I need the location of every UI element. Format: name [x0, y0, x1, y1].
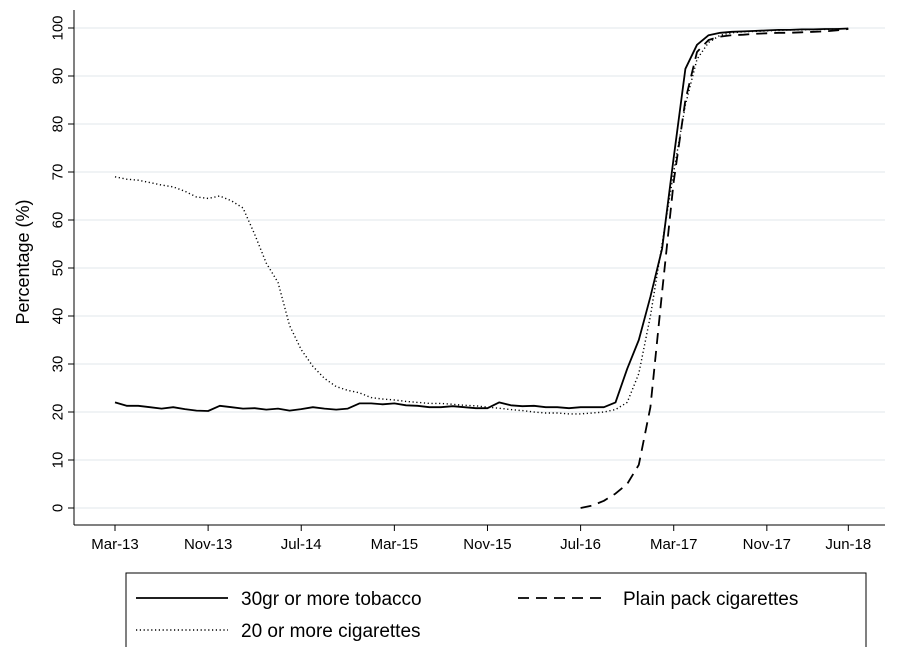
y-tick-label: 60: [50, 212, 67, 229]
x-tick-label: Jul-14: [281, 536, 322, 553]
y-tick-label: 0: [50, 504, 67, 512]
x-axis-ticks: Mar-13 Nov-13 Jul-14 Mar-15 Nov-15 Jul-16 Mar-…: [91, 525, 871, 553]
y-tick-label: 40: [50, 308, 67, 325]
legend-label: 20 or more cigarettes: [241, 621, 421, 642]
y-tick-label: 30: [50, 356, 67, 373]
series-line-dotted: [114, 27, 849, 415]
y-tick-label: 100: [50, 15, 67, 40]
series-line-solid: [114, 27, 849, 412]
series-lines: [114, 27, 849, 509]
legend: 30gr or more tobacco Plain pack cigarette…: [125, 572, 867, 647]
legend-label: 30gr or more tobacco: [241, 589, 422, 610]
x-tick-label: Nov-13: [184, 536, 232, 553]
y-tick-label: 90: [50, 68, 67, 85]
y-tick-label: 70: [50, 164, 67, 181]
grid-lines: [74, 27, 885, 509]
y-axis-title: Percentage (%): [13, 199, 33, 324]
x-tick-label: Jun-18: [825, 536, 871, 553]
y-tick-label: 50: [50, 260, 67, 277]
x-tick-label: Mar-15: [371, 536, 419, 553]
x-tick-label: Jul-16: [560, 536, 601, 553]
y-axis-ticks: 0 10 20 30 40 50 60 70 80 90 100: [50, 15, 74, 512]
y-tick-label: 80: [50, 116, 67, 133]
legend-label: Plain pack cigarettes: [623, 589, 798, 610]
y-tick-label: 10: [50, 452, 67, 469]
x-tick-label: Nov-15: [463, 536, 511, 553]
legend-box: [125, 572, 867, 647]
y-tick-label: 20: [50, 404, 67, 421]
x-tick-label: Mar-13: [91, 536, 139, 553]
x-tick-label: Nov-17: [743, 536, 791, 553]
x-tick-label: Mar-17: [650, 536, 698, 553]
